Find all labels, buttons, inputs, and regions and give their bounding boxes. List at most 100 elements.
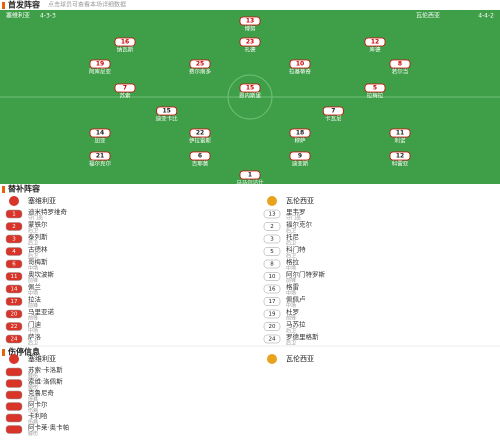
label: 7 — [123, 85, 127, 92]
player-icon[interactable] — [263, 334, 281, 344]
label: 塞维利亚 — [28, 354, 56, 363]
label: 13 — [269, 212, 276, 218]
label: 杜罗 — [286, 307, 299, 316]
team-logo — [267, 354, 277, 364]
label: 瓦伦西亚 — [286, 196, 314, 205]
player-icon[interactable] — [263, 322, 281, 331]
label: 蒙铁尔 — [28, 220, 48, 229]
player-shirt[interactable] — [89, 59, 111, 69]
label: 福尔克尔 — [286, 220, 313, 229]
player-shirt[interactable] — [389, 59, 411, 69]
player-icon[interactable] — [5, 297, 23, 306]
player-icon[interactable] — [5, 284, 23, 294]
label: 阿尔门特罗斯 — [286, 270, 326, 279]
label: 14 — [96, 130, 104, 137]
player-icon[interactable] — [5, 322, 23, 331]
player-icon[interactable] — [5, 234, 23, 244]
player-shirt[interactable] — [289, 128, 311, 138]
label: 3 — [270, 237, 274, 243]
player-shirt[interactable] — [89, 151, 111, 161]
label: 苏索·卡洛斯 — [28, 365, 63, 374]
player-shirt[interactable] — [289, 151, 311, 161]
label: 前锋 — [28, 302, 38, 309]
player-shirt[interactable] — [239, 170, 261, 180]
label: 21 — [96, 153, 104, 160]
label: 后卫 — [286, 340, 296, 347]
label: 苏索 — [119, 92, 131, 100]
label: 伤停信息 — [7, 347, 40, 357]
player-icon[interactable] — [263, 272, 281, 281]
player-shirt[interactable] — [189, 151, 211, 161]
player-icon[interactable] — [263, 259, 281, 269]
label: 2 — [12, 224, 16, 230]
player-icon[interactable] — [5, 425, 23, 434]
label: 若尔当 — [392, 68, 409, 76]
player-icon[interactable] — [263, 209, 281, 219]
player-shirt[interactable] — [364, 83, 386, 93]
player-icon[interactable] — [5, 259, 23, 269]
player-icon[interactable] — [5, 402, 23, 411]
player-shirt[interactable] — [114, 37, 136, 47]
player-shirt[interactable] — [239, 83, 261, 93]
player-shirt[interactable] — [156, 106, 178, 116]
label: 罗德里格斯 — [286, 332, 319, 341]
player-icon[interactable] — [5, 413, 23, 423]
label: 中场 — [28, 327, 38, 334]
label: 托尼 — [286, 232, 299, 241]
label: 1 — [248, 172, 252, 179]
label: 11 — [396, 130, 404, 137]
player-shirt[interactable] — [239, 16, 261, 26]
player-icon[interactable] — [5, 209, 23, 219]
player-icon[interactable] — [263, 297, 281, 306]
label: 纳瓦斯 — [117, 46, 134, 54]
label: 恩内斯里 — [239, 92, 262, 100]
label: 迪亚卡比 — [156, 115, 179, 123]
label: 膝伤 — [28, 373, 38, 380]
player-shirt[interactable] — [364, 37, 386, 47]
label: 5 — [270, 249, 274, 255]
player-shirt[interactable] — [239, 37, 261, 47]
player-shirt[interactable] — [389, 128, 411, 138]
label: 后卫 — [28, 227, 38, 234]
label: 后卫 — [286, 240, 296, 247]
label: 22 — [11, 324, 18, 330]
player-icon[interactable] — [5, 222, 23, 231]
label: 阿卡尔 — [28, 400, 48, 409]
player-shirt[interactable] — [89, 128, 111, 138]
player-shirt[interactable] — [189, 128, 211, 138]
player-icon[interactable] — [5, 367, 23, 377]
label: 9 — [298, 153, 302, 160]
player-shirt[interactable] — [389, 151, 411, 161]
label: 13 — [246, 18, 254, 25]
player-icon[interactable] — [5, 247, 23, 256]
player-icon[interactable] — [263, 222, 281, 231]
player-icon[interactable] — [5, 390, 23, 400]
player-shirt[interactable] — [189, 59, 211, 69]
label: 前锋 — [28, 277, 38, 284]
label: 20 — [269, 324, 276, 330]
label: 泰列斯 — [28, 232, 48, 241]
player-icon[interactable] — [5, 309, 23, 319]
label: 首发阵容 — [8, 0, 40, 10]
player-icon[interactable] — [5, 272, 23, 281]
player-shirt[interactable] — [322, 106, 344, 116]
player-icon[interactable] — [263, 284, 281, 294]
player-icon[interactable] — [263, 309, 281, 319]
player-shirt[interactable] — [114, 83, 136, 93]
label: 后卫 — [286, 327, 296, 334]
player-icon[interactable] — [263, 234, 281, 244]
label: 科雷亚 — [392, 160, 409, 168]
player-icon[interactable] — [5, 379, 23, 388]
label: 守门员 — [286, 215, 301, 222]
player-icon[interactable] — [5, 334, 23, 344]
player-icon[interactable] — [263, 247, 281, 256]
label: 22 — [196, 130, 204, 137]
label: 马苏拉 — [286, 320, 306, 329]
label: 15 — [246, 85, 254, 92]
label: 克鲁尼奇 — [28, 388, 55, 397]
label: 中场 — [286, 302, 296, 309]
label: 门迪 — [28, 320, 42, 329]
player-shirt[interactable] — [289, 59, 311, 69]
label: 穆萨 — [294, 137, 306, 145]
